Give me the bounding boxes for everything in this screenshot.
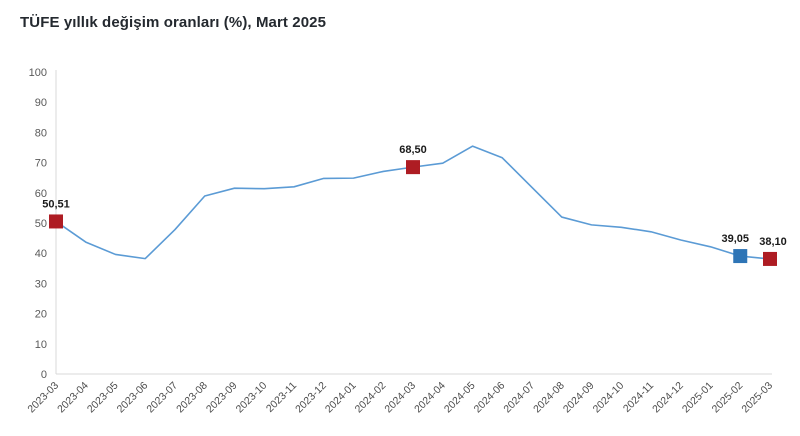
x-tick-label: 2024-01 — [323, 380, 359, 416]
x-tick-label: 2024-09 — [561, 380, 597, 416]
x-tick-label: 2024-07 — [501, 380, 537, 416]
y-tick-label: 20 — [35, 309, 47, 321]
y-tick-label: 90 — [35, 97, 47, 109]
y-tick-label: 70 — [35, 158, 47, 170]
x-tick-label: 2023-04 — [55, 380, 91, 416]
y-tick-label: 40 — [35, 248, 47, 260]
y-tick-label: 60 — [35, 188, 47, 200]
x-tick-label: 2025-02 — [710, 380, 746, 416]
x-tick-label: 2023-11 — [264, 380, 299, 415]
x-tick-label: 2024-03 — [382, 380, 418, 416]
highlight-marker — [49, 214, 63, 229]
highlight-marker — [763, 251, 777, 266]
point-value-label: 39,05 — [721, 233, 749, 245]
point-value-label: 38,10 — [759, 236, 787, 248]
x-tick-label: 2023-07 — [144, 380, 180, 416]
x-tick-label: 2023-12 — [293, 380, 329, 416]
x-tick-label: 2024-04 — [412, 380, 448, 416]
x-tick-label: 2024-12 — [650, 380, 686, 416]
y-tick-label: 50 — [35, 218, 47, 230]
highlight-marker — [733, 249, 748, 264]
y-tick-label: 80 — [35, 127, 47, 139]
x-tick-label: 2025-01 — [680, 380, 716, 416]
x-tick-label: 2024-11 — [621, 380, 656, 415]
x-tick-label: 2025-03 — [739, 380, 775, 416]
x-tick-label: 2024-08 — [531, 380, 567, 416]
y-tick-label: 0 — [41, 369, 47, 381]
x-tick-label: 2024-06 — [472, 380, 508, 416]
x-tick-label: 2024-05 — [442, 380, 478, 416]
point-value-label: 50,51 — [42, 198, 70, 210]
x-tick-label: 2023-08 — [174, 380, 210, 416]
x-tick-label: 2023-05 — [85, 380, 121, 416]
highlight-marker — [406, 160, 420, 175]
point-value-label: 68,50 — [399, 144, 427, 156]
x-tick-label: 2023-10 — [234, 380, 270, 416]
x-tick-label: 2024-10 — [591, 380, 627, 416]
x-tick-label: 2023-03 — [25, 380, 61, 416]
y-tick-label: 30 — [35, 278, 47, 290]
chart-title: TÜFE yıllık değişim oranları (%), Mart 2… — [20, 14, 327, 31]
y-tick-label: 100 — [29, 67, 47, 79]
x-tick-label: 2023-06 — [115, 380, 151, 416]
y-tick-label: 10 — [35, 339, 47, 351]
x-tick-label: 2024-02 — [353, 380, 389, 416]
x-tick-label: 2023-09 — [204, 380, 240, 416]
